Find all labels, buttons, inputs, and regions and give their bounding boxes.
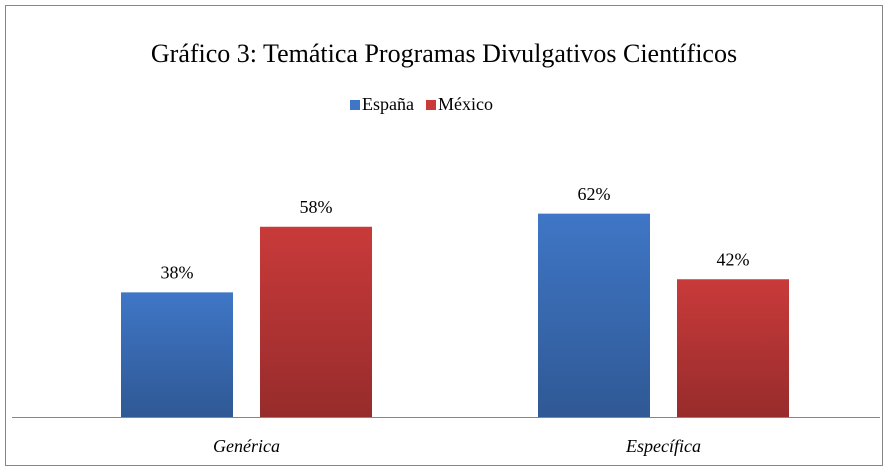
legend-label: España [362, 94, 414, 114]
data-label: 38% [161, 262, 194, 282]
legend-label: México [438, 94, 493, 114]
bar-shade [538, 213, 650, 417]
data-label: 58% [300, 197, 333, 217]
bar-shade [121, 292, 233, 417]
x-tick-label: Genérica [213, 436, 280, 456]
data-label: 62% [578, 184, 611, 204]
bar-shade [260, 226, 372, 417]
bar-shade [677, 279, 789, 417]
data-label: 42% [717, 249, 750, 269]
legend-swatch [350, 100, 360, 110]
x-tick-label: Específica [625, 436, 701, 456]
chart-title: Gráfico 3: Temática Programas Divulgativ… [151, 39, 737, 68]
legend-swatch [425, 100, 436, 110]
